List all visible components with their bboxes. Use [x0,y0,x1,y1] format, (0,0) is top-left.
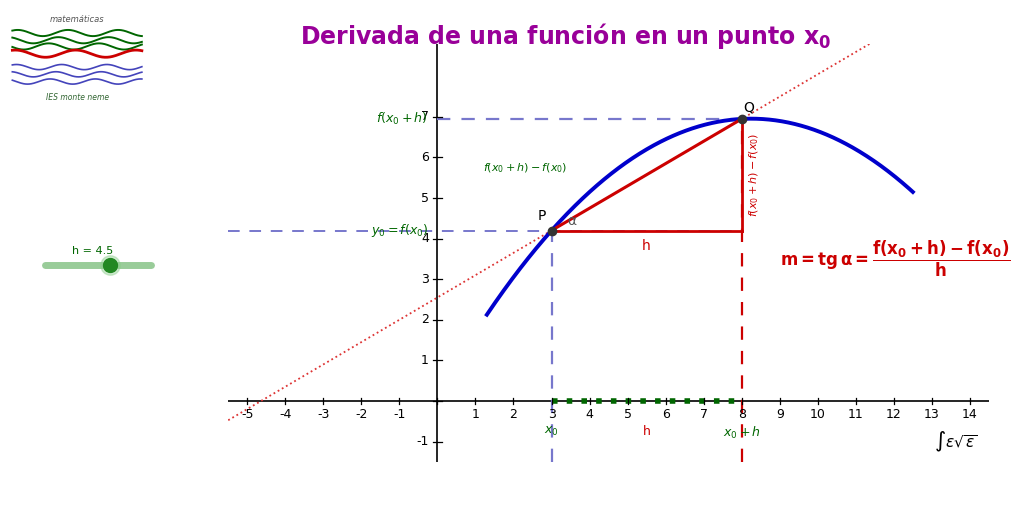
Text: 1: 1 [421,354,429,367]
Text: h: h [642,239,651,253]
Text: 6: 6 [662,408,669,421]
Text: -2: -2 [355,408,368,421]
Text: Q: Q [743,101,755,115]
Text: 8: 8 [738,408,745,421]
Text: 7: 7 [421,110,429,123]
Text: 5: 5 [421,191,429,204]
Text: -1: -1 [416,435,429,448]
Text: 11: 11 [848,408,864,421]
Text: 2: 2 [421,313,429,326]
Text: -5: -5 [241,408,254,421]
Text: 3: 3 [548,408,555,421]
Text: $f(x_0+h) - f(x_0)$: $f(x_0+h) - f(x_0)$ [483,161,567,175]
Text: IES monte neme: IES monte neme [45,93,109,102]
Text: 2: 2 [510,408,517,421]
Text: $y_0 = f(x_0)$: $y_0 = f(x_0)$ [370,222,428,239]
Text: 4: 4 [421,232,429,245]
Text: $\mathbf{m = tg\,\alpha = \dfrac{f(x_0 + h) - f(x_0)}{h}}$: $\mathbf{m = tg\,\alpha = \dfrac{f(x_0 +… [779,239,1011,279]
Text: h: h [642,425,651,438]
Text: h = 4.5: h = 4.5 [72,246,113,256]
Text: 7: 7 [700,408,707,421]
Text: 4: 4 [586,408,593,421]
Text: 1: 1 [472,408,479,421]
Text: $f(x_0+h) - f(x_0)$: $f(x_0+h) - f(x_0)$ [747,133,761,217]
Text: -3: -3 [317,408,330,421]
Text: $x_0$: $x_0$ [544,425,559,439]
Text: 12: 12 [886,408,902,421]
Text: α: α [567,215,577,229]
Text: 9: 9 [776,408,783,421]
Text: 13: 13 [924,408,940,421]
Text: matemáticas: matemáticas [49,15,105,24]
Text: Derivada de una función en un punto $\mathbf{x_0}$: Derivada de una función en un punto $\ma… [300,21,831,51]
Text: 10: 10 [810,408,825,421]
Text: $x_0 + h$: $x_0 + h$ [723,425,761,441]
Text: 6: 6 [421,151,429,164]
Text: P: P [538,209,546,223]
Text: 14: 14 [962,408,978,421]
Text: 5: 5 [624,408,631,421]
Text: -1: -1 [393,408,406,421]
Text: $\int \varepsilon \sqrt{\varepsilon}$: $\int \varepsilon \sqrt{\varepsilon}$ [934,430,978,454]
Text: 3: 3 [421,273,429,286]
Text: $f(x_0 + h)$: $f(x_0 + h)$ [376,111,428,127]
Text: -4: -4 [279,408,292,421]
